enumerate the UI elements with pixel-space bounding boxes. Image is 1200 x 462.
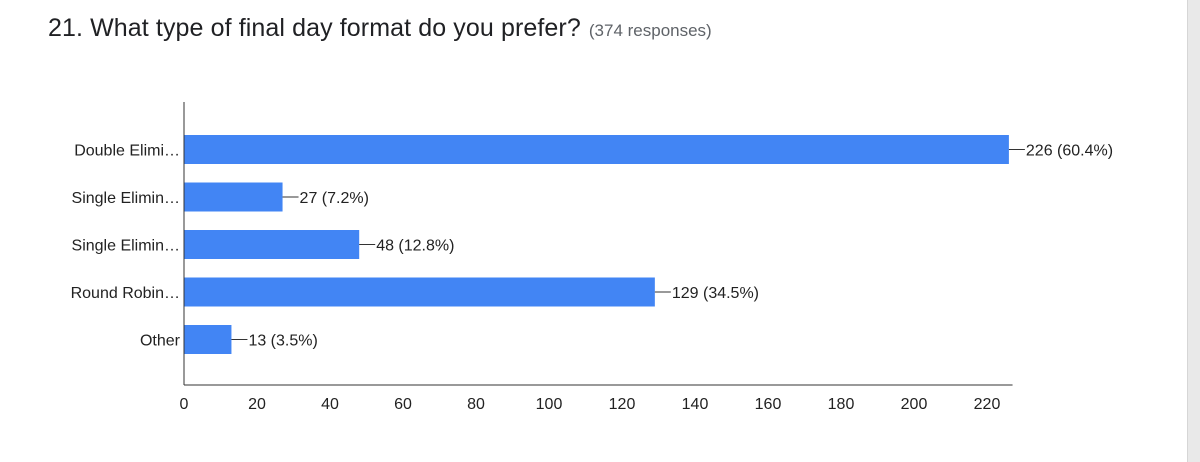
category-label: Double Elimi… bbox=[74, 143, 180, 160]
x-tick-label: 80 bbox=[467, 396, 485, 413]
data-label: 13 (3.5%) bbox=[248, 333, 317, 350]
x-tick-label: 220 bbox=[974, 396, 1001, 413]
category-label: Other bbox=[140, 333, 181, 350]
category-label: Single Elimin… bbox=[72, 238, 180, 255]
labels-group: Double Elimi… 226 (60.4%) Single Elimin… 27… bbox=[71, 143, 1113, 350]
data-label: 27 (7.2%) bbox=[300, 190, 369, 207]
x-tick-label: 40 bbox=[321, 396, 339, 413]
x-tick-label: 60 bbox=[394, 396, 412, 413]
data-label: 226 (60.4%) bbox=[1026, 143, 1113, 160]
bar bbox=[184, 230, 360, 259]
data-label: 129 (34.5%) bbox=[672, 285, 759, 302]
bars-group bbox=[184, 135, 1009, 354]
x-tick-label: 160 bbox=[755, 396, 782, 413]
data-label: 48 (12.8%) bbox=[376, 238, 454, 255]
category-label: Single Elimin… bbox=[72, 190, 180, 207]
bar bbox=[184, 277, 655, 307]
x-tick-label: 180 bbox=[828, 396, 855, 413]
bar bbox=[184, 135, 1009, 164]
scrollbar-track[interactable] bbox=[1187, 0, 1200, 462]
question-header: 21. What type of final day format do you… bbox=[48, 14, 712, 43]
bar bbox=[184, 182, 283, 212]
response-count: (374 responses) bbox=[588, 21, 712, 40]
x-tick-label: 0 bbox=[180, 396, 189, 413]
x-tick-label: 200 bbox=[901, 396, 928, 413]
bar bbox=[184, 325, 232, 354]
x-tick-label: 120 bbox=[609, 396, 636, 413]
question-title: 21. What type of final day format do you… bbox=[48, 14, 581, 42]
category-label: Round Robin… bbox=[71, 285, 180, 302]
x-tick-label: 100 bbox=[536, 396, 563, 413]
x-tick-label: 20 bbox=[248, 396, 266, 413]
axes-group: 0 20 40 60 80 100 120 140 160 180 200 220 bbox=[180, 102, 1013, 413]
x-tick-label: 140 bbox=[682, 396, 709, 413]
